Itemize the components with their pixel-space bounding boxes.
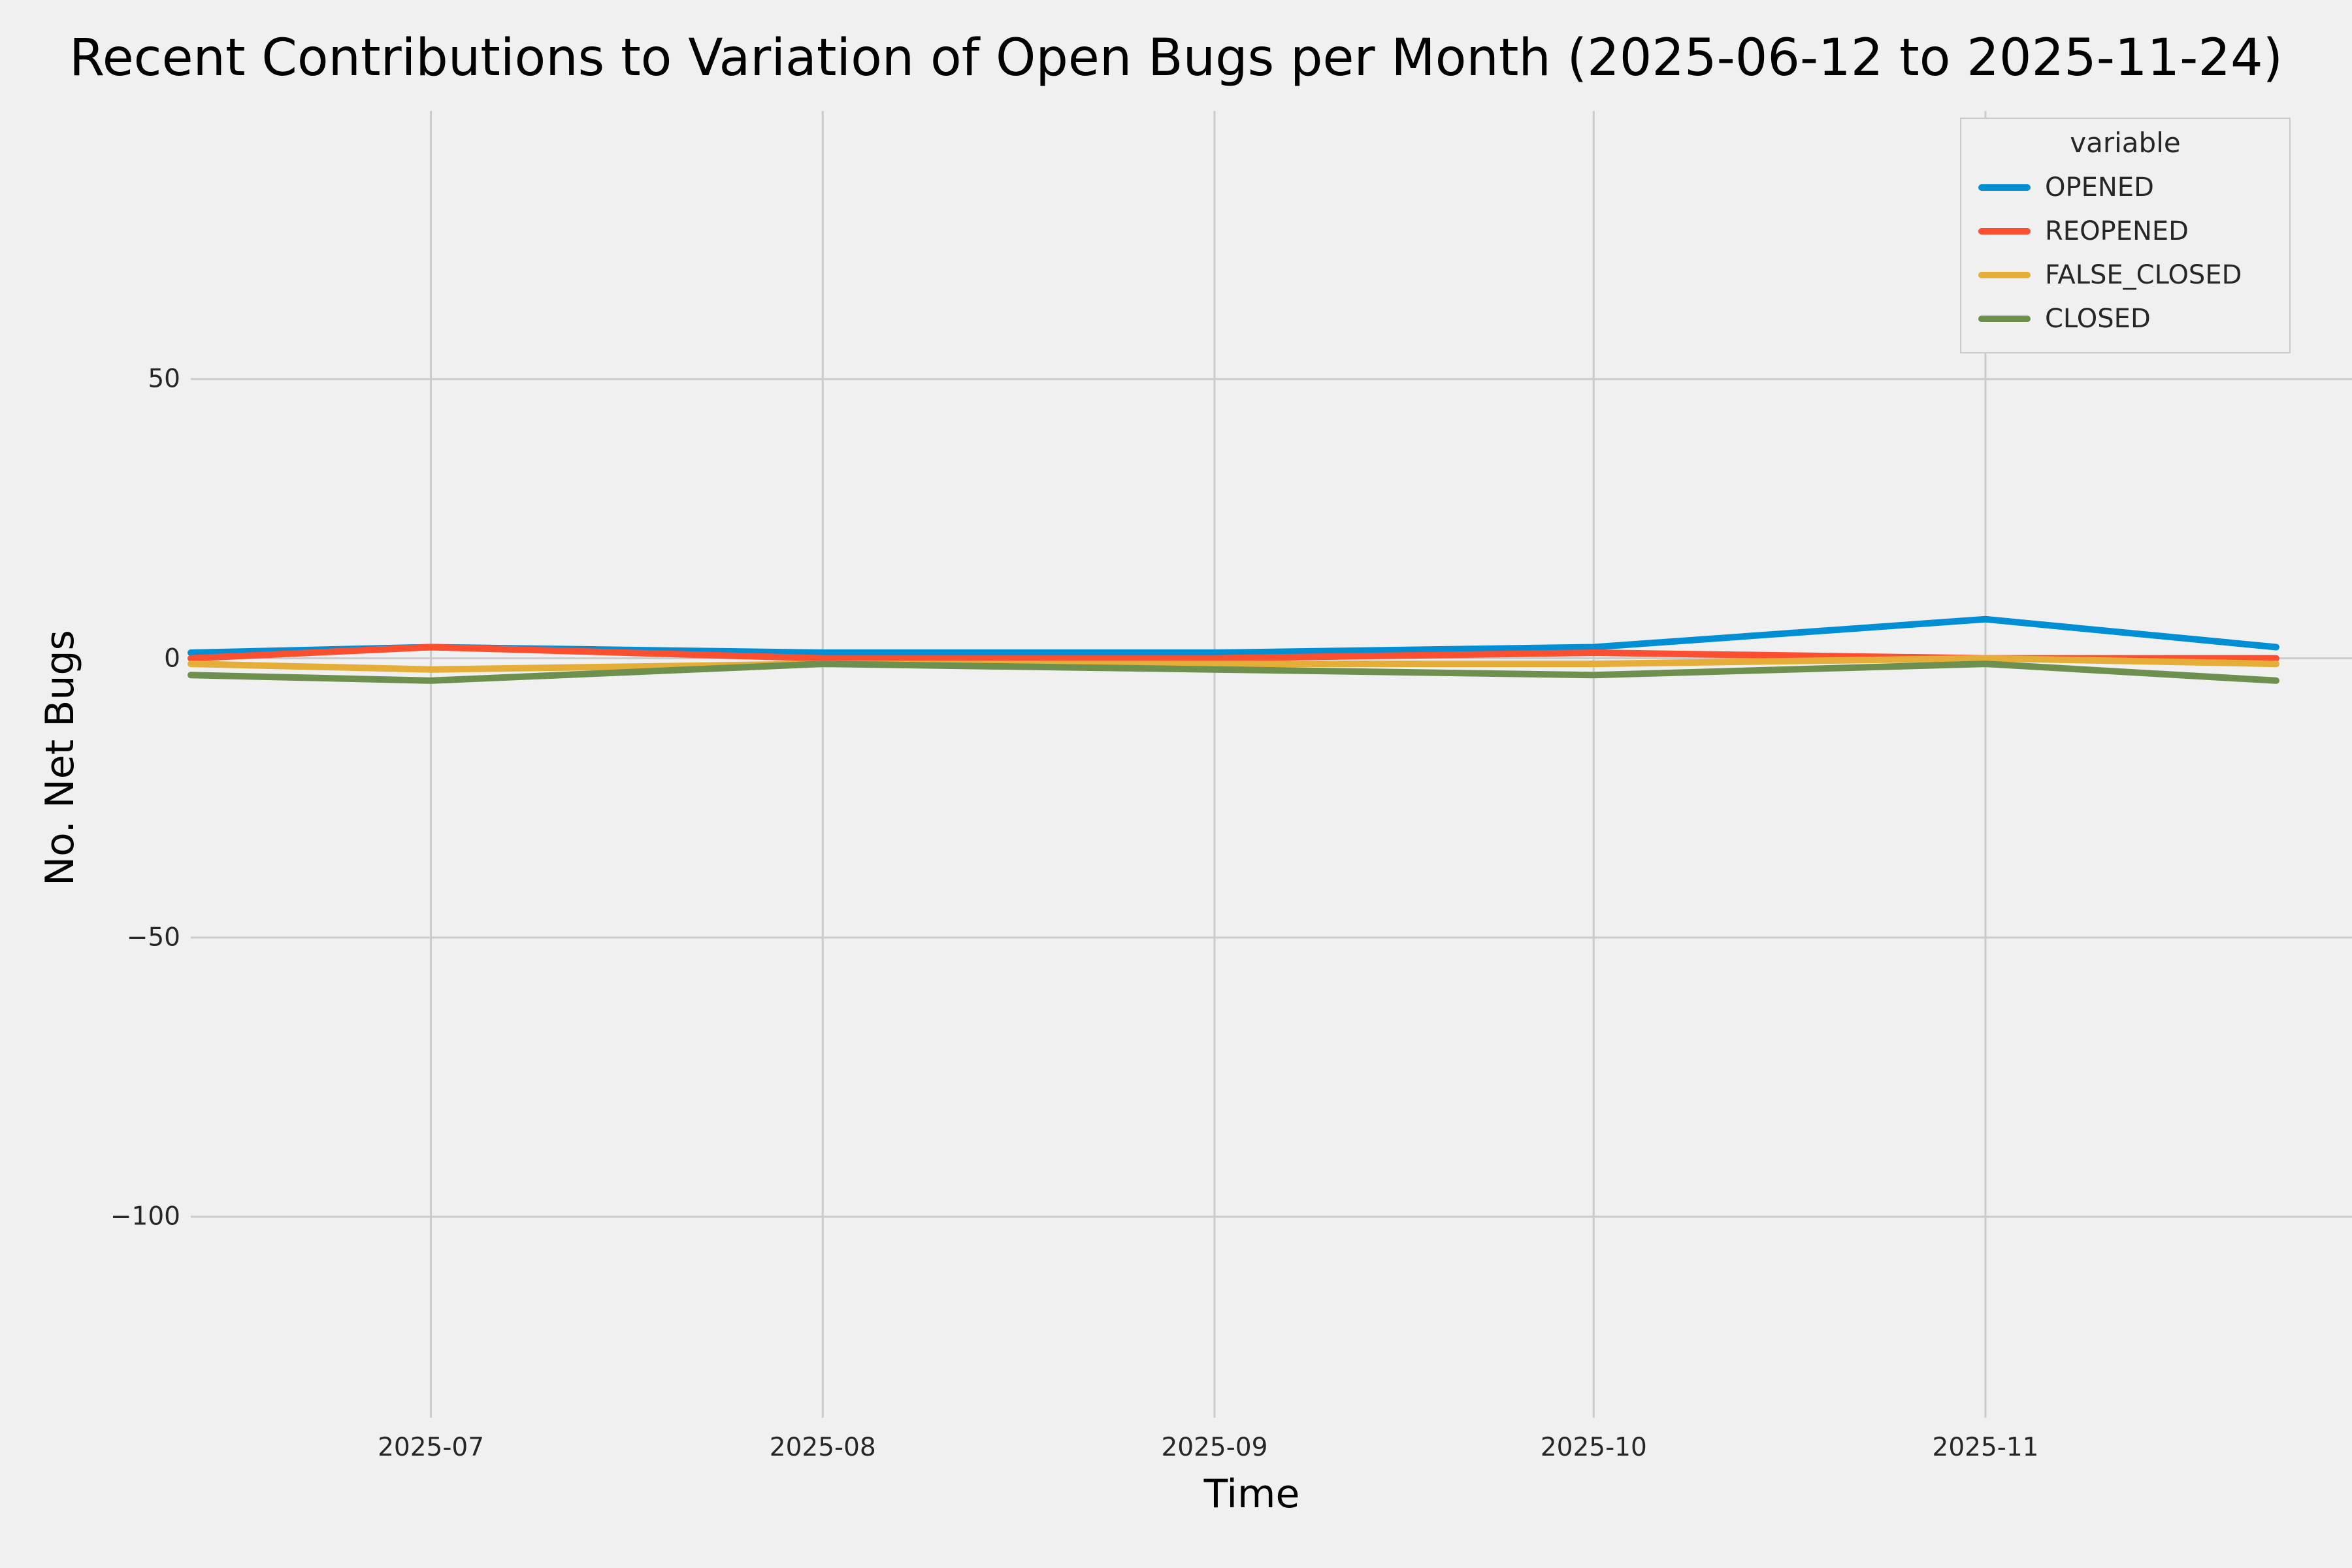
legend: variable OPENED REOPENED FALSE_CLOSED CLOSE…	[1960, 118, 2291, 353]
series-line-FALSE_CLOSED	[188, 655, 2279, 673]
legend-entries: OPENED REOPENED FALSE_CLOSED CLOSED	[1978, 165, 2272, 340]
chart-title: Recent Contributions to Variation of Ope…	[69, 29, 2283, 88]
x-axis-label: Time	[1203, 1471, 1300, 1517]
legend-entry-label: CLOSED	[2045, 303, 2151, 334]
legend-entry-OPENED: OPENED	[1978, 165, 2272, 209]
legend-entry-CLOSED: CLOSED	[1978, 297, 2272, 340]
legend-entry-REOPENED: REOPENED	[1978, 209, 2272, 253]
legend-line-swatch	[1978, 184, 2031, 191]
legend-line-swatch	[1978, 227, 2031, 235]
legend-line-swatch	[1978, 315, 2031, 322]
legend-entry-FALSE_CLOSED: FALSE_CLOSED	[1978, 253, 2272, 297]
legend-title: variable	[2070, 127, 2181, 159]
legend-entry-label: FALSE_CLOSED	[2045, 259, 2242, 290]
y-axis-label: No. Net Bugs	[37, 630, 83, 886]
series-line-CLOSED	[188, 661, 2279, 684]
legend-entry-label: REOPENED	[2045, 216, 2189, 246]
legend-line-swatch	[1978, 271, 2031, 278]
legend-entry-label: OPENED	[2045, 172, 2154, 203]
